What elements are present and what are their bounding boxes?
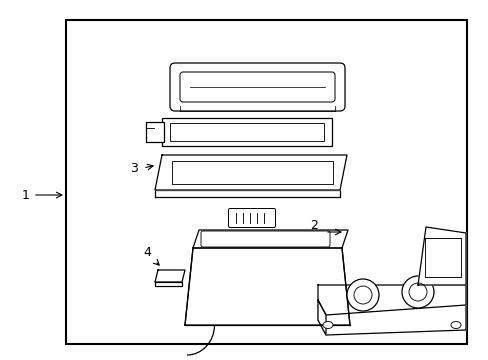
Bar <box>172 161 332 184</box>
Circle shape <box>408 283 426 301</box>
Polygon shape <box>417 227 465 285</box>
FancyBboxPatch shape <box>170 63 345 111</box>
Bar <box>162 118 331 146</box>
Polygon shape <box>184 248 349 325</box>
Text: 4: 4 <box>142 247 151 260</box>
Polygon shape <box>155 155 346 190</box>
FancyBboxPatch shape <box>228 208 275 228</box>
FancyBboxPatch shape <box>201 231 329 247</box>
Polygon shape <box>317 300 325 335</box>
Polygon shape <box>193 230 347 248</box>
Bar <box>424 238 460 277</box>
Text: 3: 3 <box>130 162 138 175</box>
Text: 1: 1 <box>22 189 30 202</box>
Text: 2: 2 <box>309 219 317 231</box>
Ellipse shape <box>450 321 460 328</box>
Circle shape <box>353 286 371 304</box>
Polygon shape <box>317 285 465 315</box>
Polygon shape <box>155 282 182 286</box>
Circle shape <box>346 279 378 311</box>
Ellipse shape <box>323 321 332 328</box>
Bar <box>66 20 466 344</box>
Bar <box>146 122 163 142</box>
Circle shape <box>401 276 433 308</box>
FancyBboxPatch shape <box>180 72 334 102</box>
Polygon shape <box>155 270 184 282</box>
Polygon shape <box>155 190 339 197</box>
Bar <box>170 123 324 141</box>
Polygon shape <box>317 305 465 335</box>
